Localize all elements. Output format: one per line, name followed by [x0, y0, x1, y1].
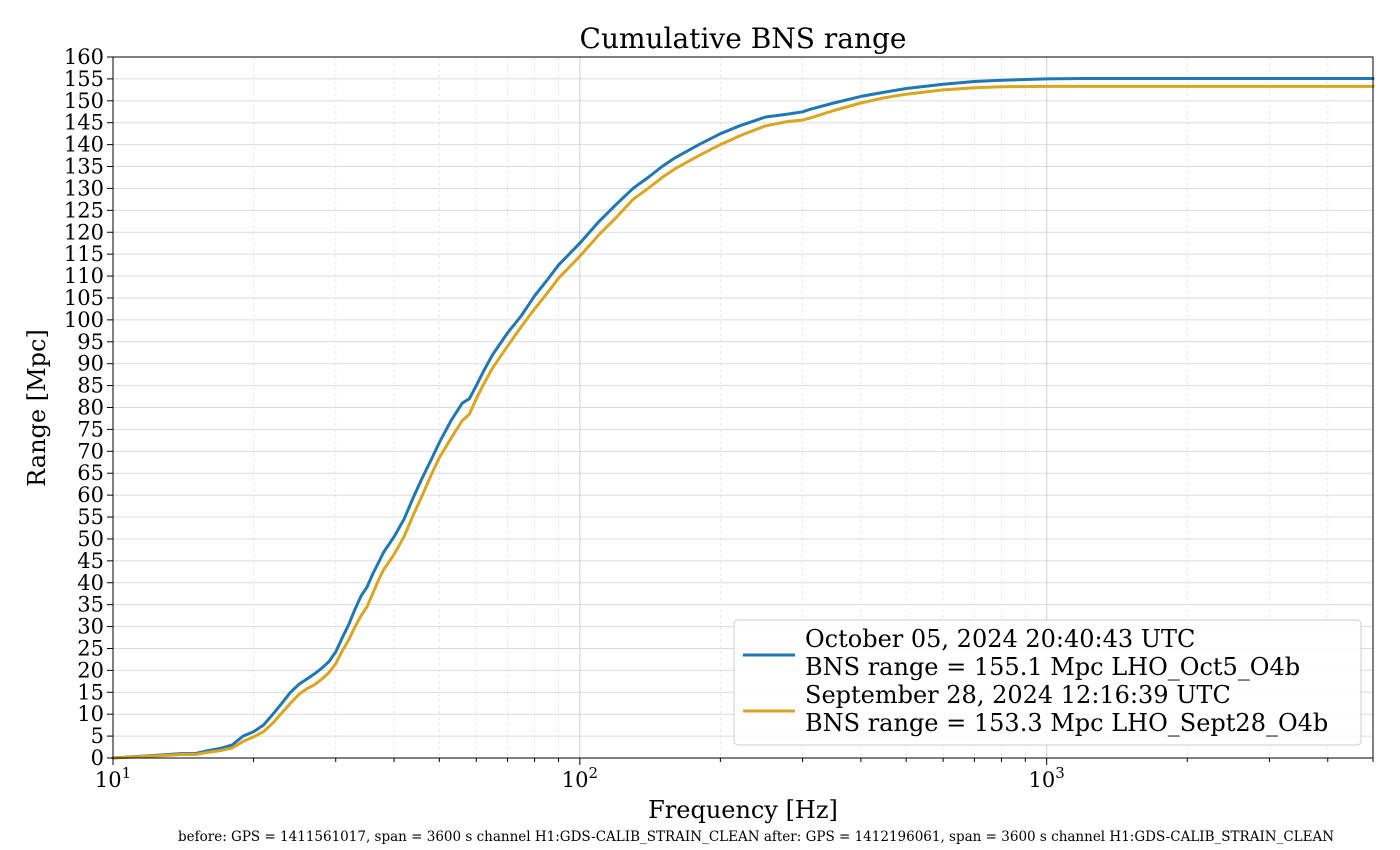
ticks-layer: 0510152025303540455055606570758085909510…	[64, 45, 1374, 792]
legend-entry-september-line1: September 28, 2024 12:16:39 UTC	[805, 681, 1231, 709]
y-tick-label: 5	[91, 724, 104, 748]
y-tick-label: 95	[77, 330, 104, 354]
legend-box	[733, 619, 1362, 746]
y-tick-label: 55	[77, 505, 104, 529]
y-tick-label: 30	[77, 615, 104, 639]
series-line-1	[111, 84, 1375, 760]
y-tick-label: 85	[77, 374, 104, 398]
y-tick-label: 35	[77, 593, 104, 617]
x-tick-label: 102	[562, 764, 598, 792]
y-tick-label: 75	[77, 417, 104, 441]
footer-note: before: GPS = 1411561017, span = 3600 s …	[178, 829, 1335, 845]
y-tick-label: 15	[77, 680, 104, 704]
y-tick-label: 45	[77, 549, 104, 573]
y-tick-label: 90	[77, 352, 104, 376]
legend-entry-october-line2: BNS range = 155.1 Mpc LHO_Oct5_O4b	[805, 653, 1300, 681]
y-tick-label: 155	[64, 67, 104, 91]
y-tick-label: 60	[77, 483, 104, 507]
y-tick-label: 25	[77, 636, 104, 660]
y-tick-label: 20	[77, 658, 104, 682]
x-axis-title: Frequency [Hz]	[648, 796, 838, 824]
y-tick-label: 0	[91, 746, 104, 770]
y-tick-label: 135	[64, 155, 104, 179]
legend-entry-september-line2: BNS range = 153.3 Mpc LHO_Sept28_O4b	[805, 709, 1328, 737]
y-tick-label: 80	[77, 396, 104, 420]
legend: October 05, 2024 20:40:43 UTC BNS range …	[733, 619, 1362, 746]
y-tick-label: 110	[64, 264, 104, 288]
series-layer	[111, 77, 1375, 760]
legend-entry-october-line1: October 05, 2024 20:40:43 UTC	[805, 625, 1195, 653]
y-tick-label: 10	[77, 702, 104, 726]
y-tick-label: 100	[64, 308, 104, 332]
y-tick-label: 40	[77, 571, 104, 595]
y-tick-label: 160	[64, 45, 104, 69]
y-tick-label: 65	[77, 461, 104, 485]
series-line-0	[111, 77, 1375, 760]
y-tick-label: 150	[64, 89, 104, 113]
y-tick-label: 145	[64, 111, 104, 135]
chart-title: Cumulative BNS range	[580, 22, 907, 55]
y-tick-label: 130	[64, 176, 104, 200]
y-tick-label: 115	[64, 242, 104, 266]
y-tick-label: 105	[64, 286, 104, 310]
x-tick-label: 103	[1029, 764, 1065, 792]
y-tick-label: 140	[64, 133, 104, 157]
y-tick-label: 125	[64, 198, 104, 222]
y-tick-label: 50	[77, 527, 104, 551]
y-axis-title: Range [Mpc]	[23, 329, 51, 487]
y-tick-label: 120	[64, 220, 104, 244]
y-tick-label: 70	[77, 439, 104, 463]
x-tick-label: 101	[95, 764, 131, 792]
